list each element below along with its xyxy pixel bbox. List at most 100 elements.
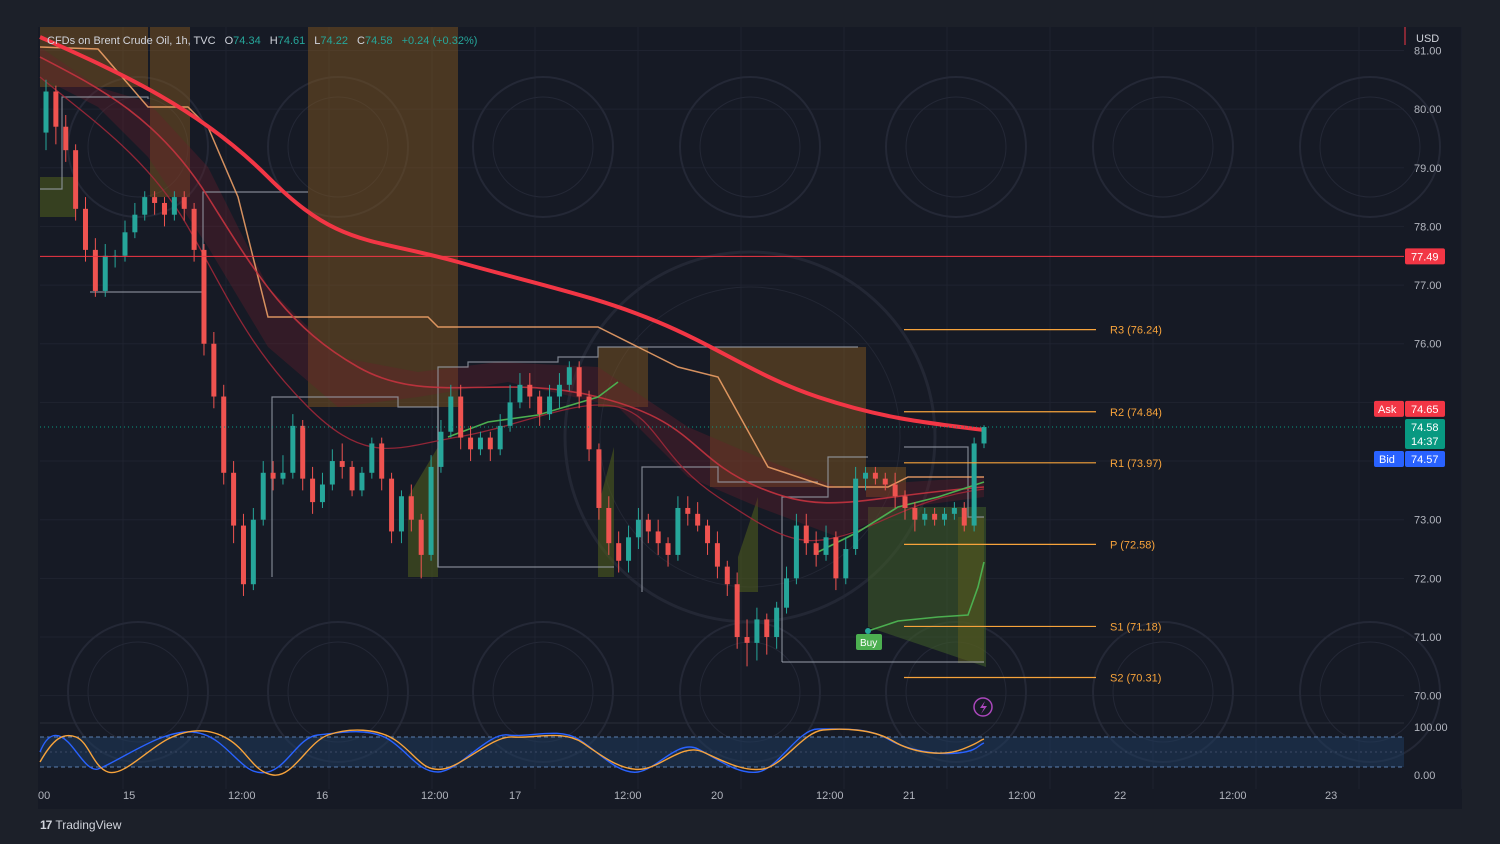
- candle-body: [477, 437, 483, 450]
- step-line: [781, 456, 868, 662]
- candle-body: [43, 91, 49, 133]
- watermark-seal-icon: [267, 76, 409, 218]
- candle-body: [231, 472, 237, 526]
- price-axis[interactable]: 81.00 80.00 79.00 78.00 77.00 76.00 73.00 72.00…: [1404, 27, 1442, 703]
- candle-body: [221, 396, 227, 473]
- symbol-title[interactable]: CFDs on Brent Crude Oil, 1h, TVC: [47, 35, 216, 47]
- band-fill-orange: [710, 347, 866, 487]
- candle-body: [497, 425, 503, 450]
- price-tick-label: 81.00: [1414, 45, 1442, 57]
- buy-trail-line: [867, 561, 985, 632]
- candle-body: [201, 249, 207, 344]
- candle-body: [596, 449, 602, 508]
- chart-canvas[interactable]: R3 (76.24) R2 (74.84) R1 (73.97) P (72.58) S…: [38, 27, 1462, 809]
- oscillator-tick-label: 0.00: [1414, 770, 1435, 782]
- candle-body: [487, 437, 493, 450]
- step-line: [641, 466, 818, 592]
- candle-body: [290, 425, 296, 473]
- candle-body: [73, 150, 79, 209]
- chart-frame: R3 (76.24) R2 (74.84) R1 (73.97) P (72.58) S…: [38, 27, 1462, 809]
- watermark-seal-icon: [679, 76, 821, 218]
- step-line: [90, 191, 308, 293]
- low-label: L: [314, 35, 321, 47]
- candle-body: [507, 402, 513, 426]
- pivot-label: R2 (74.84): [1110, 407, 1162, 419]
- high-label: H: [269, 35, 278, 47]
- watermark-seal-icon: [1112, 96, 1214, 198]
- candle-body: [270, 472, 276, 479]
- time-tick-label: 12:00: [1008, 790, 1036, 802]
- watermark-seal-icon: [905, 641, 1007, 743]
- watermark-seal-icon: [472, 76, 614, 218]
- candle-body: [754, 619, 760, 643]
- watermark-seal-icon: [885, 76, 1027, 218]
- watermark-large-seal-icon: [563, 250, 937, 624]
- candle-body: [92, 249, 98, 291]
- close-label: C: [357, 35, 365, 47]
- candle-body: [171, 197, 177, 215]
- bid-tag: [1374, 451, 1404, 468]
- watermark-seal-icon: [287, 96, 389, 198]
- candle-body: [527, 384, 533, 397]
- candle-body: [537, 396, 543, 415]
- bar-countdown: 14:37: [1411, 436, 1439, 448]
- candle-body: [853, 478, 859, 550]
- candle-body: [932, 513, 938, 520]
- level-line: [40, 255, 1404, 428]
- candle-body: [379, 443, 385, 479]
- watermark-seal-icon: [287, 641, 389, 743]
- candle-body: [240, 525, 246, 585]
- candle-body: [793, 525, 799, 579]
- candle-body: [566, 367, 572, 385]
- candle-body: [744, 637, 750, 643]
- candle-body: [329, 461, 335, 485]
- candle-body: [586, 396, 592, 450]
- candle-body: [922, 513, 928, 520]
- candle-body: [408, 496, 414, 520]
- candles: [43, 79, 987, 667]
- band-fills: [40, 27, 986, 667]
- band-fill-orange: [40, 27, 148, 87]
- candle-body: [161, 202, 167, 215]
- buy-signal-badge: [856, 634, 882, 650]
- ema-band-fill: [40, 47, 984, 537]
- candle-body: [626, 537, 632, 561]
- buy-signal-label: Buy: [860, 638, 877, 649]
- lightning-event-icon[interactable]: [973, 697, 993, 717]
- candle-body: [556, 384, 562, 397]
- watermark-seal-icon: [87, 641, 189, 743]
- candle-body: [774, 607, 780, 638]
- watermark-seal-icon: [492, 641, 594, 743]
- price-markers: 77.49 Ask 74.65 74.58 14:37 Bid 74.57: [1374, 248, 1445, 468]
- legend-header: CFDs on Brent Crude Oil, 1h, TVC O74.34 …: [47, 35, 477, 47]
- time-axis[interactable]: 00 15 12:00 16 12:00 17 12:00 20 12:00 21 12:00 22 1…: [38, 790, 1337, 802]
- tradingview-logo[interactable]: 17 TradingView: [40, 818, 121, 832]
- candle-body: [606, 507, 612, 544]
- watermark-seal-icon: [1112, 641, 1214, 743]
- price-tick-label: 78.00: [1414, 221, 1442, 233]
- change-value: +0.24 (+0.32%): [401, 35, 478, 47]
- candle-body: [635, 519, 641, 538]
- candle-body: [398, 496, 404, 532]
- step-line: [40, 96, 149, 190]
- candle-body: [468, 437, 474, 450]
- candle-body: [695, 513, 701, 526]
- candle-body: [458, 396, 464, 438]
- watermark-seal-icon: [1299, 76, 1441, 218]
- logo-text: TradingView: [55, 818, 122, 832]
- close-value: 74.58: [364, 35, 393, 47]
- ask-price-tag: [1405, 400, 1445, 417]
- band-fill-orange: [598, 347, 648, 407]
- price-tick-label: 76.00: [1414, 339, 1442, 351]
- candle-body: [142, 197, 148, 215]
- candle-body: [833, 537, 839, 579]
- candle-body: [438, 431, 444, 467]
- candle-body: [942, 513, 948, 520]
- pivot-levels: R3 (76.24) R2 (74.84) R1 (73.97) P (72.58) S…: [904, 325, 1162, 684]
- last-price-tag: [1405, 419, 1445, 450]
- last-price-value: 74.58: [1411, 422, 1439, 434]
- currency-label[interactable]: USD: [1416, 33, 1440, 45]
- candle-body: [250, 519, 256, 585]
- candle-body: [63, 126, 69, 151]
- bid-label: Bid: [1379, 454, 1395, 466]
